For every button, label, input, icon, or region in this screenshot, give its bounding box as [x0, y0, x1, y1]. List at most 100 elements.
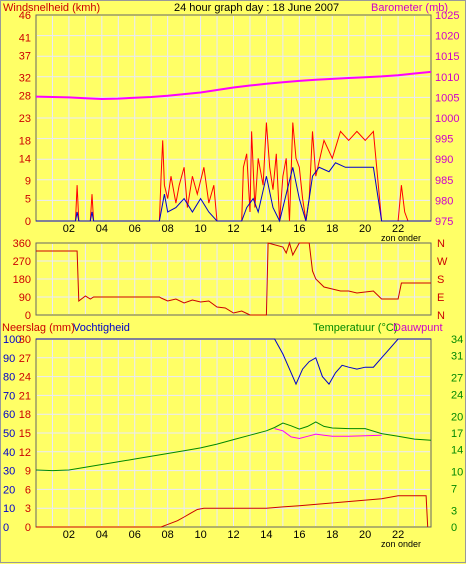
tick-layer: 0591418232832374146975980985990995100010… — [3, 10, 463, 541]
x-tick-label-p1: 12 — [227, 223, 239, 235]
rain-tick-label: 6 — [25, 484, 31, 496]
humidity-tick-label: 90 — [3, 353, 15, 365]
rain-tick-label: 18 — [19, 409, 31, 421]
x-tick-label-p1: 22 — [392, 223, 404, 235]
rain-tick-label: 15 — [19, 428, 31, 440]
temperature-tick-label: 24 — [451, 389, 463, 401]
rain-tick-label: 3 — [25, 503, 31, 515]
barometer-tick-label: 1000 — [435, 113, 459, 125]
x-tick-label-p3: 10 — [194, 529, 206, 541]
rain-tick-label: 30 — [19, 334, 31, 346]
barometer-tick-label: 995 — [435, 134, 453, 146]
wind-tick-label: 9 — [25, 176, 31, 188]
x-tick-label-p1: 14 — [260, 223, 272, 235]
sunset-note-top: zon onder — [381, 233, 421, 243]
barometer-tick-label: 975 — [435, 216, 453, 228]
rain-tick-label: 21 — [19, 390, 31, 402]
temperature-tick-label: 27 — [451, 373, 463, 385]
barometer-tick-label: 1015 — [435, 51, 459, 63]
direction-tick-label: 90 — [19, 292, 31, 304]
panel-direction-frame — [35, 242, 432, 316]
x-tick-label-p1: 10 — [194, 223, 206, 235]
wind-average-line — [36, 162, 431, 223]
wind-gust-line — [36, 122, 431, 222]
grid-layer — [37, 16, 430, 526]
wind-axis-title: Windsnelheid (kmh) — [3, 2, 100, 14]
x-tick-label-p1: 06 — [129, 223, 141, 235]
chart-title: 24 hour graph day : 18 June 2007 — [174, 2, 339, 14]
wind-tick-label: 14 — [19, 153, 31, 165]
x-tick-label-p3: 20 — [359, 529, 371, 541]
direction-tick-label: 270 — [13, 256, 31, 268]
humidity-tick-label: 30 — [3, 466, 15, 478]
wind-tick-label: 18 — [19, 135, 31, 147]
barometer-tick-label: 1020 — [435, 31, 459, 43]
compass-tick-label: N — [437, 310, 445, 322]
humidity-tick-label: 10 — [3, 503, 15, 515]
temperature-tick-label: 3 — [451, 505, 457, 517]
barometer-line — [35, 70, 432, 101]
x-tick-label-p3: 16 — [293, 529, 305, 541]
humidity-line — [36, 338, 431, 386]
x-tick-label-p1: 16 — [293, 223, 305, 235]
wind-tick-label: 5 — [25, 194, 31, 206]
wind-direction-line — [36, 241, 431, 316]
temperature-axis-title: Temperatuur (°C) — [313, 322, 397, 334]
x-tick-label-p1: 04 — [96, 223, 108, 235]
x-tick-label-p1: 18 — [326, 223, 338, 235]
compass-tick-label: N — [437, 238, 445, 250]
rain-tick-label: 27 — [19, 353, 31, 365]
temperature-tick-label: 14 — [451, 445, 463, 457]
humidity-tick-label: 0 — [3, 522, 9, 534]
temperature-tick-label: 20 — [451, 411, 463, 423]
dewpoint-axis-title: Dauwpunt — [393, 322, 443, 334]
humidity-tick-label: 80 — [3, 372, 15, 384]
humidity-tick-label: 40 — [3, 447, 15, 459]
x-tick-label-p3: 14 — [260, 529, 272, 541]
x-tick-label-p3: 02 — [63, 529, 75, 541]
rain-tick-label: 24 — [19, 372, 31, 384]
direction-tick-label: 0 — [25, 310, 31, 322]
wind-tick-label: 0 — [25, 216, 31, 228]
humidity-tick-label: 50 — [3, 428, 15, 440]
sunset-note-bottom: zon onder — [381, 539, 421, 549]
compass-tick-label: S — [437, 274, 444, 286]
x-tick-label-p3: 08 — [162, 529, 174, 541]
dewpoint-line — [274, 428, 382, 440]
x-tick-label-p3: 18 — [326, 529, 338, 541]
wind-tick-label: 46 — [19, 10, 31, 22]
humidity-tick-label: 70 — [3, 390, 15, 402]
wind-tick-label: 28 — [19, 91, 31, 103]
humidity-tick-label: 20 — [3, 484, 15, 496]
temperature-tick-label: 34 — [451, 334, 463, 346]
series-layer — [35, 70, 432, 528]
wind-tick-label: 23 — [19, 113, 31, 125]
temperature-tick-label: 31 — [451, 351, 463, 363]
humidity-axis-title: Vochtigheid — [73, 322, 130, 334]
temperature-tick-label: 17 — [451, 428, 463, 440]
x-tick-label-p3: 22 — [392, 529, 404, 541]
barometer-tick-label: 980 — [435, 195, 453, 207]
barometer-tick-label: 990 — [435, 154, 453, 166]
x-tick-label-p3: 12 — [227, 529, 239, 541]
x-tick-label-p1: 02 — [63, 223, 75, 235]
wind-tick-label: 32 — [19, 73, 31, 85]
rain-tick-label: 12 — [19, 447, 31, 459]
rain-axis-title: Neerslag (mm) — [2, 322, 75, 334]
x-tick-label-p3: 06 — [129, 529, 141, 541]
barometer-tick-label: 1010 — [435, 72, 459, 84]
rain-line — [36, 495, 429, 528]
compass-tick-label: E — [437, 292, 444, 304]
direction-tick-label: 180 — [13, 274, 31, 286]
rain-tick-label: 0 — [25, 522, 31, 534]
temperature-line — [35, 421, 432, 472]
temperature-tick-label: 10 — [451, 467, 463, 479]
barometer-tick-label: 1025 — [435, 10, 459, 22]
humidity-tick-label: 100 — [3, 334, 21, 346]
barometer-axis-title: Barometer (mb) — [371, 2, 448, 14]
x-tick-label-p3: 04 — [96, 529, 108, 541]
wind-tick-label: 37 — [19, 50, 31, 62]
x-tick-label-p1: 08 — [162, 223, 174, 235]
